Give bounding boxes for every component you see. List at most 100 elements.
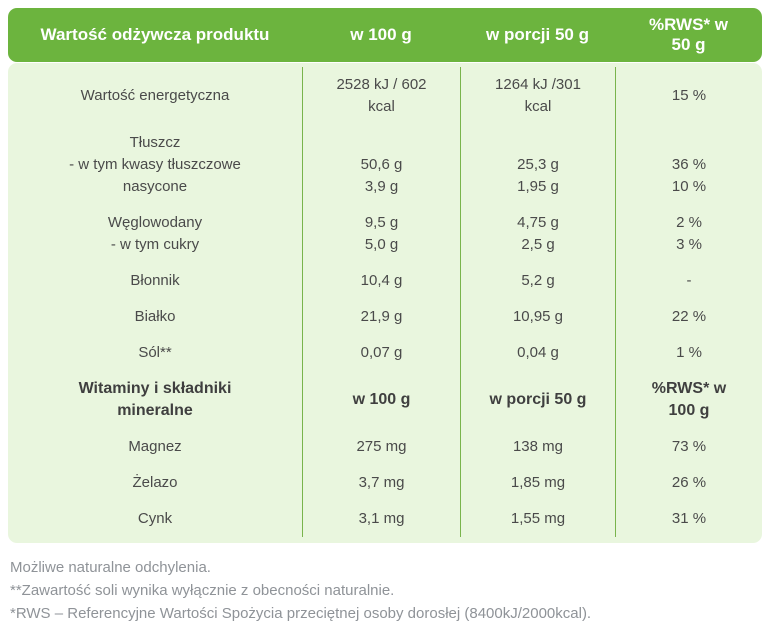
cell-line: kcal [368, 98, 395, 115]
cell-line: 10,95 g [512, 308, 564, 325]
cell-line: nasycone [122, 178, 188, 195]
footnotes: Możliwe naturalne odchylenia. **Zawartoś… [10, 556, 762, 625]
value-rws-percent: 73 % [615, 429, 762, 465]
value-per-50g-portion: 10,95 g [460, 299, 615, 335]
cell-line: w 100 g [352, 391, 411, 408]
cell-line: - [686, 272, 692, 289]
row-energy: Wartość energetyczna 2528 kJ / 602 kcal 126… [8, 67, 762, 125]
cell-line: - w tym cukry [110, 236, 200, 253]
header-label: 50 g [671, 35, 706, 54]
value-rws-percent: 36 % 10 % [615, 125, 762, 205]
value-per-100g: 3,1 mg [302, 501, 460, 537]
cell-line: w porcji 50 g [489, 391, 587, 408]
header-label: %RWS* w [648, 15, 729, 34]
cell-line: 22 % [671, 308, 707, 325]
footnote-natural-deviations: Możliwe naturalne odchylenia. [10, 559, 211, 576]
product-nutrition-label: Żelazo [8, 465, 302, 501]
row-fat: Tłuszcz - w tym kwasy tłuszczowe nasycone … [8, 125, 762, 205]
value-per-50g-portion: 0,04 g [460, 335, 615, 371]
cell-line: 10,4 g [360, 272, 403, 289]
row-salt: Sól** 0,07 g 0,04 g 1 % [8, 335, 762, 371]
value-per-50g-portion: 1,55 mg [460, 501, 615, 537]
value-rws-percent: 22 % [615, 299, 762, 335]
cell-line: Cynk [137, 510, 173, 527]
value-per-50g-portion: 5,2 g [460, 263, 615, 299]
header-per-100g: w 100 g [302, 25, 460, 45]
value-per-100g: 0,07 g [302, 335, 460, 371]
cell-line [309, 132, 454, 154]
footnote-salt-content: **Zawartość soli wynika wyłącznie z obec… [10, 582, 395, 599]
row-iron: Żelazo 3,7 mg 1,85 mg 26 % [8, 465, 762, 501]
cell-line: 3,1 mg [358, 510, 405, 527]
cell-line: mineralne [117, 402, 193, 419]
product-nutrition-label: Białko [8, 299, 302, 335]
table-header-row: Wartość odżywcza produktu w 100 g w porc… [8, 8, 762, 62]
value-rws-percent: 31 % [615, 501, 762, 537]
cell-line [467, 132, 609, 154]
value-rws-percent: 1 % [615, 335, 762, 371]
cell-line: 100 g [668, 402, 710, 419]
row-magnesium: Magnez 275 mg 138 mg 73 % [8, 429, 762, 465]
cell-line: 5,0 g [364, 236, 399, 253]
row-carbohydrates: Węglowodany - w tym cukry 9,5 g 5,0 g 4,75 g… [8, 205, 762, 263]
product-nutrition-label: Błonnik [8, 263, 302, 299]
value-per-50g-portion: 138 mg [460, 429, 615, 465]
cell-line: Magnez [128, 438, 182, 455]
cell-line: 2,5 g [521, 236, 555, 253]
value-per-100g: w 100 g [302, 371, 460, 429]
cell-line: 1 % [676, 344, 702, 361]
value-per-50g-portion: w porcji 50 g [460, 371, 615, 429]
cell-line: 138 mg [512, 438, 564, 455]
cell-line: 0,07 g [360, 344, 403, 361]
cell-line: 26 % [671, 474, 707, 491]
product-nutrition-label: Sól** [8, 335, 302, 371]
cell-line: 10 % [671, 178, 707, 195]
cell-line: 0,04 g [517, 344, 559, 361]
row-fiber: Błonnik 10,4 g 5,2 g - [8, 263, 762, 299]
row-vitamins-subheader: Witaminy i składniki mineralne w 100 g w po… [8, 371, 762, 429]
cell-line: 25,3 g [517, 156, 559, 173]
value-rws-percent: %RWS* w 100 g [615, 371, 762, 429]
value-per-100g: 2528 kJ / 602 kcal [302, 67, 460, 125]
row-zinc: Cynk 3,1 mg 1,55 mg 31 % [8, 501, 762, 537]
cell-line: 3,7 mg [358, 474, 405, 491]
footnote-rws-definition: *RWS – Referencyjne Wartości Spożycia pr… [10, 605, 592, 622]
value-per-50g-portion: 4,75 g 2,5 g [460, 205, 615, 263]
cell-line: Białko [134, 308, 176, 325]
cell-line: 31 % [671, 510, 707, 527]
header-rws-percent: %RWS* w 50 g [615, 15, 762, 55]
cell-line: 15 % [671, 87, 707, 104]
cell-line: Błonnik [130, 272, 180, 289]
cell-line: Sól** [138, 344, 172, 361]
cell-line: Żelazo [132, 474, 178, 491]
product-nutrition-label: Wartość energetyczna [8, 67, 302, 125]
cell-line: Węglowodany [107, 214, 203, 231]
cell-line [622, 132, 756, 154]
cell-line: 73 % [671, 438, 707, 455]
cell-line: 9,5 g [364, 214, 399, 231]
cell-line: - w tym kwasy tłuszczowe [69, 156, 241, 173]
cell-line: 36 % [671, 156, 707, 173]
header-product-nutrition: Wartość odżywcza produktu [8, 25, 302, 45]
header-label: w 100 g [350, 25, 412, 44]
nutrition-table: Wartość odżywcza produktu w 100 g w porc… [8, 8, 762, 543]
value-rws-percent: - [615, 263, 762, 299]
product-nutrition-label: Węglowodany - w tym cukry [8, 205, 302, 263]
header-per-50g-portion: w porcji 50 g [460, 25, 615, 45]
cell-line: 1264 kJ /301 [495, 76, 581, 93]
value-per-100g: 275 mg [302, 429, 460, 465]
cell-line: 50,6 g [360, 156, 403, 173]
cell-line: 3 % [676, 236, 702, 253]
cell-line: kcal [524, 98, 552, 115]
value-per-100g: 3,7 mg [302, 465, 460, 501]
cell-line: 1,95 g [517, 178, 559, 195]
value-per-50g-portion: 1,85 mg [460, 465, 615, 501]
cell-line: 2 % [676, 214, 702, 231]
cell-line: 21,9 g [360, 308, 403, 325]
cell-line: 2528 kJ / 602 [336, 76, 427, 93]
value-rws-percent: 15 % [615, 67, 762, 125]
value-rws-percent: 26 % [615, 465, 762, 501]
header-label: w porcji 50 g [486, 25, 589, 44]
cell-line: 275 mg [356, 438, 407, 455]
value-per-50g-portion: 25,3 g 1,95 g [460, 125, 615, 205]
